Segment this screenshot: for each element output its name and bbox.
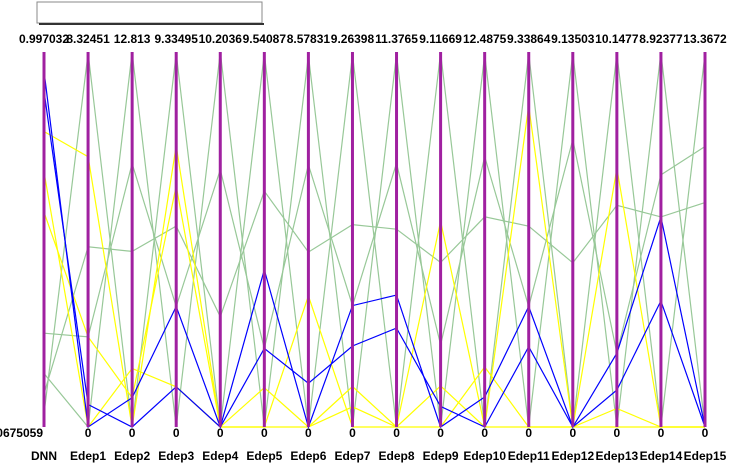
axis-max-label: 9.26398: [331, 32, 375, 46]
data-line: [43, 168, 705, 428]
axis-min-label: 0: [349, 426, 356, 440]
axis-max-label: 0.997032: [19, 32, 69, 46]
axis-min-label: 0: [129, 426, 136, 440]
axis-max-label: 9.54087: [243, 32, 287, 46]
axis-min-label: 0: [569, 426, 576, 440]
axis-max-label: 10.1477: [595, 32, 639, 46]
axis-name: Edep11: [508, 449, 550, 463]
axis-min-label: 0: [702, 426, 709, 440]
axis-name: Edep9: [423, 449, 459, 463]
axis-name: Edep5: [246, 449, 282, 463]
axis-max-label: 13.3672: [683, 32, 727, 46]
axis-max-label: 9.13503: [551, 32, 595, 46]
axis-name: Edep14: [640, 449, 683, 463]
data-line: [43, 189, 706, 394]
axis-max-label: 12.4875: [463, 32, 507, 46]
axis-name: DNN: [31, 449, 57, 463]
axis-min-label: 0: [173, 426, 180, 440]
data-line: [43, 70, 706, 429]
axis-name: Edep7: [334, 449, 370, 463]
axis-name: Edep12: [551, 449, 594, 463]
axis-name: Edep6: [290, 449, 326, 463]
axis-name: Edep4: [202, 449, 238, 463]
axis-max-label: 8.32451: [66, 32, 110, 46]
data-line: [43, 171, 705, 429]
axis-min-label: 0: [85, 426, 92, 440]
axis-name: Edep13: [596, 449, 639, 463]
axis-min-label: 0: [658, 426, 665, 440]
axes-layer: 0.997032 0.0675059 DNN 8.32451 0 Edep1 12.813 0…: [0, 32, 727, 463]
axis-min-label: 0: [305, 426, 312, 440]
axis-max-label: 9.11669: [419, 32, 462, 46]
axis-name: Edep15: [684, 449, 727, 463]
data-line: [43, 139, 706, 354]
axis-min-label: 0: [525, 426, 532, 440]
axis-name: Edep8: [379, 449, 415, 463]
axis-name: Edep3: [158, 449, 194, 463]
axis-max-label: 9.33495: [155, 32, 199, 46]
axis-max-label: 12.813: [114, 32, 151, 46]
data-line: [43, 91, 706, 428]
data-line: [43, 52, 706, 429]
axis-name: Edep10: [463, 449, 506, 463]
axis-min-label: 0: [614, 426, 621, 440]
axis-max-label: 9.33864: [507, 32, 551, 46]
axis-min-label: 0: [437, 426, 444, 440]
axis-min-label: 0: [481, 426, 488, 440]
axis-min-label: 0: [261, 426, 268, 440]
axis-name: Edep1: [70, 449, 106, 463]
axis-max-label: 8.57831: [287, 32, 331, 46]
axis-min-label: 0.0675059: [0, 426, 43, 440]
lines-layer: [43, 52, 706, 429]
axis-min-label: 0: [393, 426, 400, 440]
title-box: [36, 1, 263, 24]
data-line: [43, 105, 705, 429]
axis-name: Edep2: [114, 449, 150, 463]
axis-max-label: 8.92377: [639, 32, 683, 46]
axis-max-label: 11.3765: [375, 32, 418, 46]
axis-max-label: 10.2036: [199, 32, 243, 46]
axis-min-label: 0: [217, 426, 224, 440]
